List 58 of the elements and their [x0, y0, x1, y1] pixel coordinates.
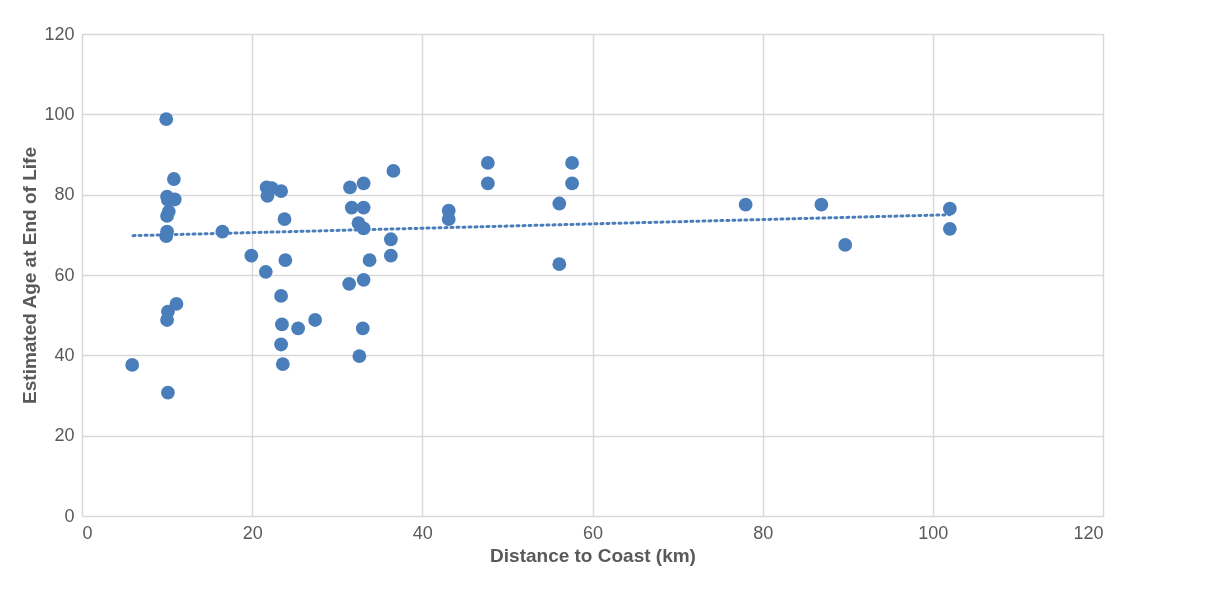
- point: [167, 172, 181, 186]
- y-tick-label: 120: [44, 23, 75, 44]
- point: [344, 200, 359, 215]
- y-axis-title: Estimated Age at End of Life: [19, 147, 41, 404]
- point: [275, 357, 290, 372]
- point: [942, 201, 957, 216]
- point: [565, 176, 579, 191]
- point: [838, 238, 853, 252]
- x-tick-label: 40: [412, 522, 433, 543]
- y-tick-label: 80: [54, 184, 75, 205]
- x-axis-title: Distance to Coast (km): [490, 544, 696, 566]
- point: [814, 197, 829, 212]
- point: [159, 112, 174, 127]
- point: [244, 248, 259, 263]
- x-tick-label: 120: [1073, 522, 1104, 543]
- point: [274, 337, 288, 352]
- point: [277, 212, 292, 227]
- point: [480, 176, 495, 191]
- point: [356, 176, 371, 191]
- point: [274, 184, 288, 198]
- point: [342, 276, 357, 291]
- point: [942, 221, 957, 236]
- point: [160, 209, 174, 223]
- y-tick-label: 100: [44, 103, 75, 124]
- point: [356, 200, 371, 215]
- y-tick-label: 0: [64, 505, 75, 526]
- point: [308, 313, 323, 327]
- point: [552, 196, 567, 211]
- point: [278, 253, 293, 268]
- point: [738, 197, 753, 212]
- point: [383, 232, 398, 247]
- point: [356, 272, 371, 287]
- point: [291, 321, 305, 336]
- point: [169, 297, 184, 311]
- x-tick-label: 100: [918, 522, 949, 543]
- point: [441, 212, 456, 227]
- point: [383, 248, 398, 263]
- point: [343, 180, 357, 195]
- point: [274, 289, 288, 303]
- x-tick-label: 0: [82, 522, 93, 543]
- point: [161, 385, 175, 400]
- point: [362, 253, 377, 268]
- point: [480, 156, 495, 170]
- x-tick-label: 60: [582, 522, 604, 543]
- point: [160, 313, 174, 327]
- point: [258, 264, 273, 279]
- y-tick-label: 60: [54, 264, 75, 285]
- y-tick-label: 40: [54, 344, 75, 365]
- point: [275, 317, 289, 332]
- point: [386, 164, 401, 178]
- y-tick-label: 20: [54, 425, 75, 446]
- point: [565, 156, 579, 170]
- point: [355, 321, 370, 336]
- x-tick-label: 80: [753, 522, 774, 543]
- x-tick-label: 20: [242, 522, 263, 543]
- point: [125, 358, 140, 372]
- point: [552, 257, 567, 272]
- point: [352, 349, 367, 364]
